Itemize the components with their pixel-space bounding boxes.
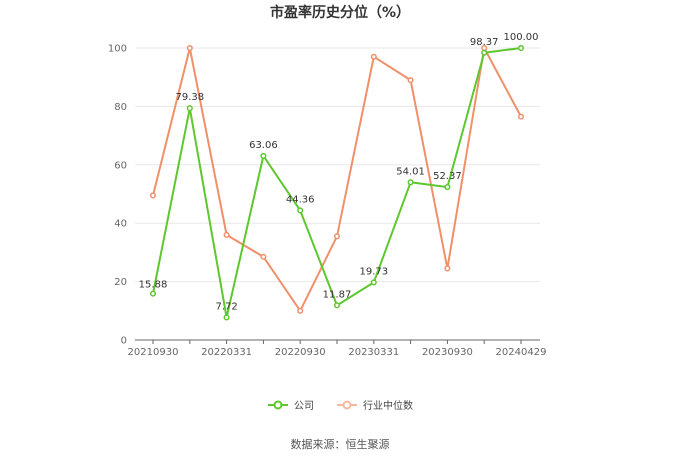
data-label: 63.06 (249, 140, 278, 151)
legend-swatch-industry-median (337, 400, 357, 409)
series-point-1 (149, 192, 157, 199)
legend: 公司 行业中位数 (0, 397, 680, 412)
y-tick-label: 100 (108, 44, 127, 55)
series-point-0 (223, 314, 230, 321)
series-point-1 (223, 231, 230, 238)
series-point-0 (149, 290, 157, 297)
series-point-1 (370, 53, 377, 60)
data-label: 98.37 (470, 37, 499, 48)
y-tick-label: 80 (114, 102, 127, 113)
data-label: 54.01 (396, 166, 425, 177)
series-layer (149, 44, 525, 321)
data-source: 数据来源：恒生聚源 (290, 438, 390, 451)
y-tick-label: 40 (114, 219, 127, 230)
series-point-1 (333, 233, 341, 240)
series-point-1 (407, 77, 414, 84)
series-point-0 (260, 152, 267, 159)
data-label: 7.72 (215, 301, 237, 312)
x-tick-label: 20220930 (275, 347, 326, 358)
data-label: 19.73 (359, 266, 388, 277)
data-label: 100.00 (504, 32, 539, 43)
x-tick-label: 20230930 (422, 347, 473, 358)
x-tick-label: 20220331 (201, 347, 252, 358)
series-point-0 (333, 302, 341, 309)
data-label: 15.88 (139, 280, 168, 291)
series-point-1 (517, 113, 525, 120)
x-tick-label: 20230331 (348, 347, 399, 358)
series-point-0 (297, 207, 304, 214)
series-point-0 (517, 44, 525, 52)
y-tick-label: 60 (114, 160, 127, 171)
x-axis (135, 339, 540, 344)
data-label: 44.36 (286, 194, 315, 205)
legend-label-company: 公司 (294, 401, 314, 412)
data-labels: 15.88 79.38 7.72 63.06 44.36 11.87 19.73 54.01 5… (139, 32, 539, 312)
series-point-1 (297, 307, 304, 314)
series-point-0 (186, 105, 193, 112)
legend-label-industry-median: 行业中位数 (363, 401, 413, 412)
series-point-0 (444, 184, 451, 191)
y-axis-tick-labels: 0 20 40 60 80 100 (108, 44, 127, 347)
data-label: 79.38 (175, 92, 204, 103)
y-tick-label: 20 (114, 277, 127, 288)
series-point-0 (481, 49, 488, 56)
x-tick-label: 20210930 (128, 347, 179, 358)
series-point-1 (186, 44, 193, 52)
series-line-0 (152, 47, 522, 319)
legend-swatch-company (268, 400, 288, 409)
series-point-1 (260, 253, 267, 260)
grid-lines (135, 47, 540, 283)
series-point-1 (444, 265, 451, 272)
series-point-0 (370, 279, 377, 286)
series-point-0 (407, 179, 414, 186)
legend-item-company[interactable]: 公司 (267, 397, 314, 412)
legend-item-industry-median[interactable]: 行业中位数 (336, 397, 413, 412)
chart-title: 市盈率历史分位（%） (269, 5, 411, 21)
series-line-1 (152, 47, 522, 312)
x-axis-tick-labels: 20210930 20220331 20220930 20230331 20230930… (128, 347, 547, 358)
y-tick-label: 0 (121, 336, 127, 347)
data-label: 52.37 (433, 171, 462, 182)
x-tick-label: 20240429 (496, 347, 547, 358)
data-label: 11.87 (323, 289, 352, 300)
